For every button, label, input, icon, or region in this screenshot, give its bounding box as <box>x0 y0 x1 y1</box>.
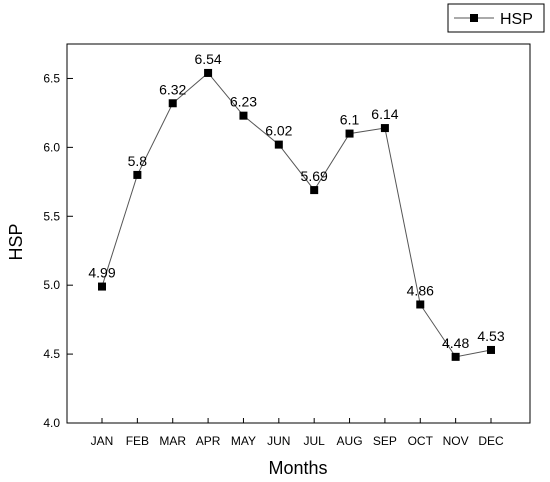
data-point <box>310 186 319 195</box>
x-tick-label: JAN <box>91 434 114 448</box>
data-point <box>380 124 389 133</box>
x-tick-label: APR <box>196 434 221 448</box>
y-axis-title: HSP <box>6 223 26 260</box>
x-tick-label: AUG <box>337 434 363 448</box>
data-label: 6.32 <box>159 81 186 97</box>
data-point <box>239 111 248 120</box>
x-tick-label: SEP <box>373 434 397 448</box>
data-label: 5.69 <box>301 168 328 184</box>
data-point <box>487 345 495 354</box>
x-axis-title: Months <box>268 458 327 478</box>
y-tick-label: 6.5 <box>43 71 60 85</box>
data-label: 4.48 <box>442 335 469 351</box>
series-group <box>98 68 495 361</box>
data-labels: 4.99 5.8 6.32 6.54 6.23 6.02 5.69 6.1 6.14 4.86 4.… <box>88 51 504 351</box>
data-point <box>204 68 213 77</box>
data-label: 6.14 <box>371 106 398 122</box>
x-tick-label: FEB <box>126 434 149 448</box>
data-point <box>168 99 177 108</box>
data-point <box>345 129 354 138</box>
y-tick-label: 6.0 <box>43 140 60 154</box>
data-label: 4.86 <box>407 282 434 298</box>
data-point <box>133 170 142 179</box>
y-tick-label: 5.5 <box>43 209 60 223</box>
data-label: 6.54 <box>194 51 221 67</box>
data-point <box>451 352 460 361</box>
legend-marker-sample <box>470 14 478 22</box>
legend: HSP <box>447 3 545 33</box>
x-axis-ticks: JAN FEB MAR APR MAY JUN JUL AUG SEP OCT NOV DEC <box>91 418 504 448</box>
y-axis-ticks: 4.0 4.5 5.0 5.5 6.0 6.5 <box>43 71 73 430</box>
y-tick-label: 4.0 <box>43 416 60 430</box>
plot-frame <box>66 43 531 424</box>
x-tick-label: DEC <box>478 434 504 448</box>
x-tick-label: JUL <box>304 434 326 448</box>
axes <box>66 43 531 424</box>
data-label: 4.53 <box>477 328 504 344</box>
x-tick-label: MAR <box>159 434 186 448</box>
x-tick-label: NOV <box>443 434 469 448</box>
x-tick-label: MAY <box>231 434 256 448</box>
data-point <box>416 300 425 309</box>
data-point <box>98 282 106 291</box>
data-label: 6.1 <box>340 112 360 128</box>
data-label: 6.23 <box>230 94 257 110</box>
y-tick-label: 5.0 <box>43 278 60 292</box>
data-label: 5.8 <box>128 153 148 169</box>
data-point <box>274 140 283 149</box>
data-label: 4.99 <box>88 265 115 281</box>
y-tick-label: 4.5 <box>43 347 60 361</box>
data-label: 6.02 <box>265 123 292 139</box>
x-tick-label: OCT <box>408 434 434 448</box>
x-tick-label: JUN <box>267 434 290 448</box>
series-line <box>101 72 492 358</box>
legend-label: HSP <box>500 11 533 28</box>
